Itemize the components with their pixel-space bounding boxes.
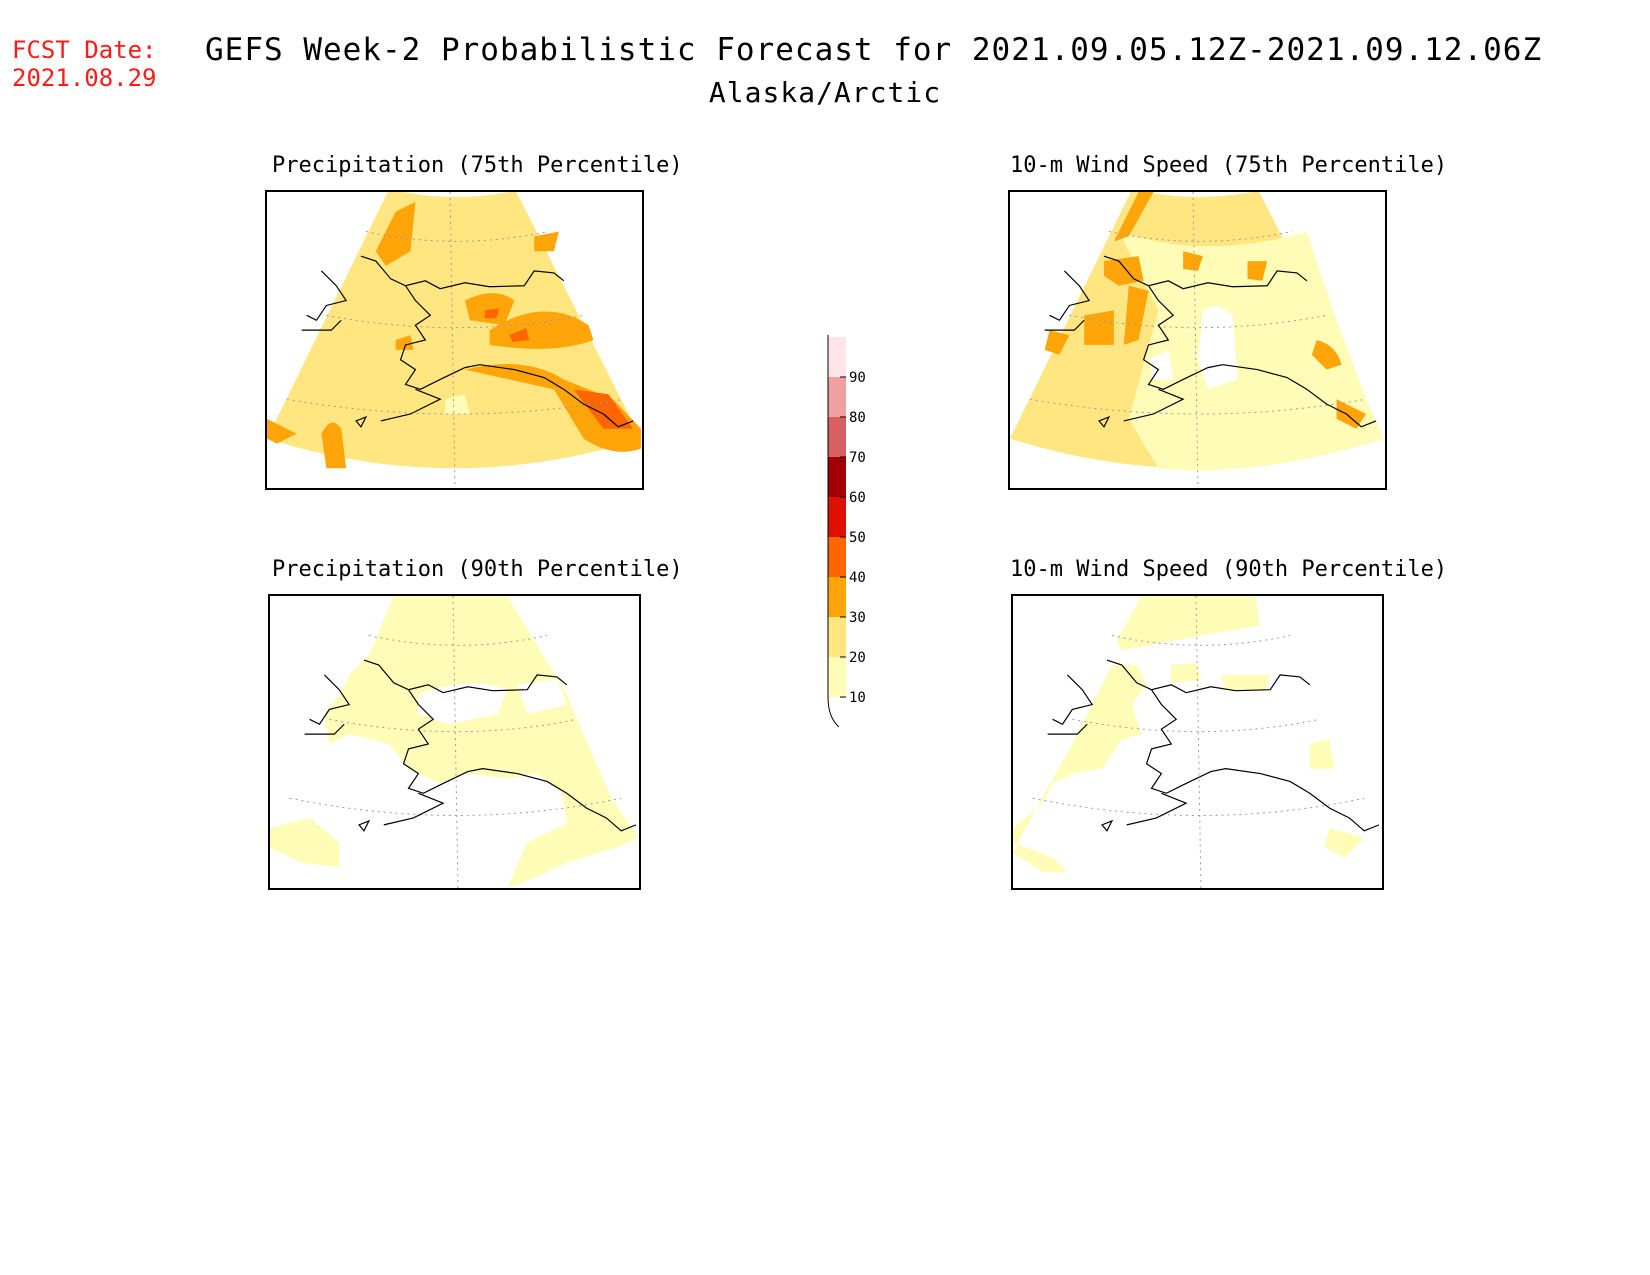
colorbar-swatch bbox=[828, 377, 846, 417]
forecast-date-value: 2021.08.29 bbox=[12, 64, 157, 92]
map-precip90 bbox=[268, 594, 641, 890]
wind-patch bbox=[1197, 306, 1238, 390]
colorbar-label: 30 bbox=[849, 610, 866, 626]
precip-patch bbox=[573, 389, 634, 429]
wind-patch bbox=[1309, 739, 1335, 769]
wind-patch bbox=[1044, 330, 1070, 355]
panel-title-precip75: Precipitation (75th Percentile) bbox=[272, 153, 683, 178]
coastline-russia bbox=[304, 674, 351, 735]
precip-patch bbox=[484, 308, 500, 319]
wind-patch bbox=[1220, 674, 1271, 690]
precip-patch bbox=[324, 596, 639, 888]
map-wind90 bbox=[1011, 594, 1384, 890]
pole-gap bbox=[1146, 192, 1253, 197]
colorbar-label: 60 bbox=[849, 490, 866, 506]
wind-patch bbox=[1116, 596, 1261, 651]
colorbar-label: 70 bbox=[849, 450, 866, 466]
coastline-russia bbox=[1047, 674, 1094, 735]
colorbar-label: 40 bbox=[849, 570, 866, 586]
wind-patch bbox=[1311, 340, 1342, 370]
colorbar-tip-bottom bbox=[827, 696, 840, 728]
panel-title-wind75: 10-m Wind Speed (75th Percentile) bbox=[1010, 153, 1448, 178]
precip-patch bbox=[270, 817, 340, 868]
coastline bbox=[1098, 255, 1377, 428]
wind-patch bbox=[1084, 310, 1114, 345]
title-line2: Alaska/Arctic bbox=[708, 76, 942, 109]
graticule bbox=[1032, 596, 1365, 888]
precip-patch bbox=[321, 422, 347, 469]
title-line1: GEFS Week-2 Probabilistic Forecast for 2… bbox=[205, 32, 1543, 68]
colorbar-swatch bbox=[828, 457, 846, 497]
coastline bbox=[1101, 659, 1380, 832]
wind-patch bbox=[1148, 349, 1174, 380]
colorbar-label: 20 bbox=[849, 650, 866, 666]
colorbar-swatch bbox=[828, 417, 846, 457]
wind-patch bbox=[1183, 251, 1203, 271]
precip-gap bbox=[418, 683, 508, 725]
colorbar-label: 10 bbox=[849, 690, 866, 706]
graticule bbox=[1029, 192, 1367, 488]
pole-gap bbox=[403, 192, 510, 197]
precip-patch bbox=[464, 293, 515, 326]
colorbar-label: 90 bbox=[849, 370, 866, 386]
colorbar-swatch bbox=[828, 497, 846, 537]
colorbar-swatch bbox=[828, 617, 846, 657]
wind-patch bbox=[1013, 665, 1147, 873]
colorbar-swatch bbox=[828, 337, 846, 377]
map-wind90-svg bbox=[1013, 596, 1380, 888]
wind-patch bbox=[1123, 285, 1149, 345]
colorbar-svg: 10 20 30 40 50 60 70 80 90 bbox=[827, 335, 866, 728]
domain-fill bbox=[267, 192, 642, 469]
coastline-russia bbox=[1044, 270, 1091, 331]
graticule bbox=[286, 192, 624, 488]
wind-patch bbox=[1336, 399, 1367, 429]
wind-patch bbox=[1247, 261, 1268, 281]
precip-patch bbox=[375, 201, 416, 266]
precip-patch bbox=[534, 231, 559, 252]
graticule bbox=[289, 596, 622, 888]
coastline-russia bbox=[301, 270, 348, 331]
wind-patch bbox=[1113, 192, 1154, 242]
forecast-date-label: FCST Date: bbox=[12, 36, 157, 64]
wind-patch bbox=[1171, 663, 1201, 683]
wind-patch bbox=[1324, 827, 1365, 858]
colorbar: 10 20 30 40 50 60 70 80 90 bbox=[820, 335, 880, 735]
colorbar-swatch bbox=[828, 537, 846, 577]
map-wind75-svg bbox=[1010, 192, 1385, 488]
colorbar-swatch bbox=[828, 657, 846, 697]
precip-patch bbox=[464, 364, 642, 452]
colorbar-tip-top bbox=[827, 335, 829, 338]
forecast-date: FCST Date: 2021.08.29 bbox=[12, 36, 157, 92]
colorbar-label: 80 bbox=[849, 410, 866, 426]
precip-patch bbox=[267, 418, 297, 444]
map-precip90-svg bbox=[270, 596, 639, 888]
panel-title-precip90: Precipitation (90th Percentile) bbox=[272, 557, 683, 582]
map-wind75 bbox=[1008, 190, 1387, 490]
precip-patch bbox=[395, 335, 414, 350]
map-precip75 bbox=[265, 190, 644, 490]
panel-title-wind90: 10-m Wind Speed (90th Percentile) bbox=[1010, 557, 1448, 582]
coastline bbox=[358, 659, 637, 832]
map-precip75-svg bbox=[267, 192, 642, 488]
precip-gap bbox=[517, 679, 567, 715]
wind-patch bbox=[1118, 231, 1385, 471]
precip-patch bbox=[445, 394, 470, 414]
precip-patch bbox=[509, 328, 530, 342]
coastline bbox=[355, 255, 634, 428]
colorbar-label: 50 bbox=[849, 530, 866, 546]
colorbar-swatch bbox=[828, 577, 846, 617]
